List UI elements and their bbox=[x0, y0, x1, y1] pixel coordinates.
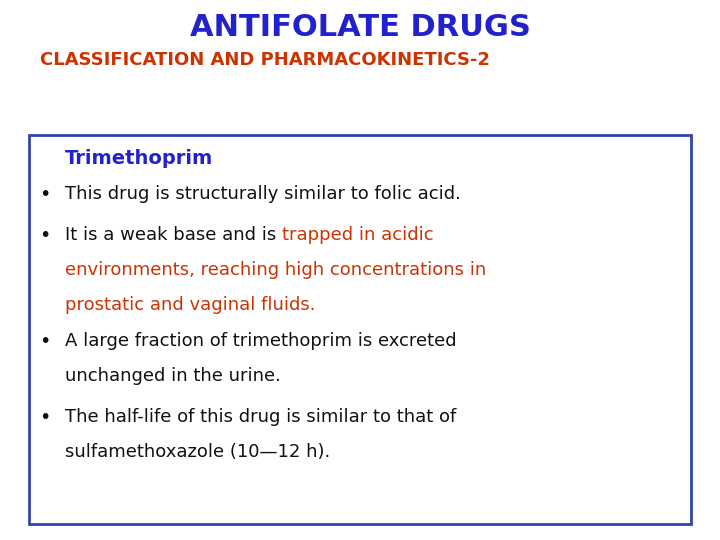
FancyBboxPatch shape bbox=[29, 135, 691, 524]
Text: A large fraction of trimethoprim is excreted: A large fraction of trimethoprim is excr… bbox=[65, 332, 456, 350]
Text: It is a weak base and is: It is a weak base and is bbox=[65, 226, 282, 244]
Text: •: • bbox=[40, 185, 51, 204]
Text: •: • bbox=[40, 226, 51, 245]
Text: Trimethoprim: Trimethoprim bbox=[65, 148, 213, 167]
Text: environments, reaching high concentrations in: environments, reaching high concentratio… bbox=[65, 261, 486, 279]
Text: •: • bbox=[40, 332, 51, 351]
Text: The half-life of this drug is similar to that of: The half-life of this drug is similar to… bbox=[65, 408, 456, 426]
Text: •: • bbox=[40, 408, 51, 427]
Text: trapped in acidic: trapped in acidic bbox=[282, 226, 433, 244]
Text: unchanged in the urine.: unchanged in the urine. bbox=[65, 367, 281, 385]
Text: prostatic and vaginal fluids.: prostatic and vaginal fluids. bbox=[65, 296, 315, 314]
Text: This drug is structurally similar to folic acid.: This drug is structurally similar to fol… bbox=[65, 185, 461, 202]
Text: ANTIFOLATE DRUGS: ANTIFOLATE DRUGS bbox=[189, 14, 531, 43]
Text: sulfamethoxazole (10—12 h).: sulfamethoxazole (10—12 h). bbox=[65, 443, 330, 461]
Text: CLASSIFICATION AND PHARMACOKINETICS-2: CLASSIFICATION AND PHARMACOKINETICS-2 bbox=[40, 51, 490, 69]
